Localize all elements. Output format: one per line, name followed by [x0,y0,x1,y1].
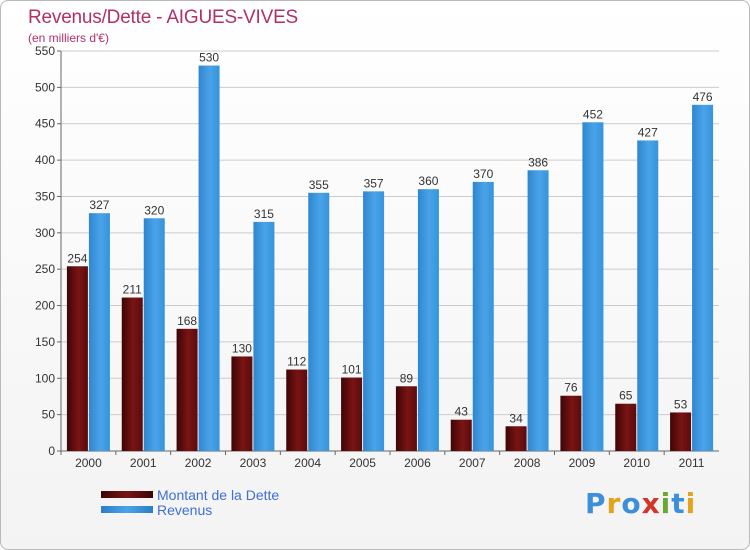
y-tick-label: 100 [35,371,55,385]
logo-letter: r [606,487,622,520]
legend-swatch-revenus [101,506,153,513]
legend-label-revenus: Revenus [157,501,213,518]
bar-revenus [88,213,110,451]
data-label-revenus: 452 [583,107,603,121]
x-tick-label: 2000 [75,456,102,470]
data-label-dette: 76 [564,381,578,395]
bar-revenus [527,170,549,452]
data-label-revenus: 315 [254,207,274,221]
y-tick-label: 400 [35,153,55,167]
x-tick-label: 2002 [185,456,212,470]
y-tick-label: 0 [48,444,55,458]
chart-subtitle: (en milliers d'€) [28,31,109,45]
bar-revenus [308,192,330,451]
bar-revenus [417,189,439,451]
legend-swatch-dette [101,491,153,498]
y-tick-label: 450 [35,117,55,131]
x-tick-label: 2008 [514,456,541,470]
data-label-dette: 89 [400,371,414,385]
data-label-dette: 43 [455,405,469,419]
bar-revenus [253,221,275,451]
bar-dette [341,377,363,451]
data-label-revenus: 476 [693,90,713,104]
x-tick-label: 2006 [404,456,431,470]
bar-dette [286,369,308,451]
data-label-dette: 130 [232,341,252,355]
legend-item-revenus: Revenus [101,501,279,518]
logo-letter: o [621,487,642,520]
x-tick-label: 2004 [294,456,321,470]
data-label-dette: 101 [342,363,362,377]
bar-revenus [363,191,385,451]
logo-letter: x [641,487,661,520]
data-label-dette: 112 [287,355,306,369]
data-label-revenus: 360 [418,174,438,188]
data-label-dette: 168 [177,314,197,328]
data-label-dette: 65 [619,389,633,403]
bar-dette [505,426,527,451]
logo-letter: t [671,487,686,520]
bar-dette [66,266,88,451]
bar-dette [560,395,582,451]
x-tick-label: 2007 [459,456,486,470]
bar-revenus [692,104,714,452]
data-label-revenus: 355 [309,178,329,192]
legend-label-dette: Montant de la Dette [157,486,280,503]
y-tick-label: 500 [35,80,55,94]
logo-letter: P [585,487,607,520]
bar-dette [670,412,692,451]
bar-revenus [472,181,494,451]
bar-dette [450,419,472,451]
bar-dette [615,403,637,451]
bar-revenus [637,140,659,452]
legend-item-dette: Montant de la Dette [101,486,280,503]
x-tick-label: 2003 [240,456,267,470]
data-label-revenus: 370 [473,167,493,181]
data-label-dette: 34 [509,411,523,425]
chart-title: Revenus/Dette - AIGUES-VIVES [28,7,299,28]
data-label-revenus: 530 [199,51,219,65]
y-tick-label: 150 [35,335,55,349]
logo-letter: i [660,487,672,520]
x-tick-label: 2010 [623,456,650,470]
y-tick-label: 300 [35,226,55,240]
bar-dette [121,297,143,451]
y-tick-label: 350 [35,189,55,203]
data-label-revenus: 320 [144,203,164,217]
bar-revenus [582,122,604,451]
y-tick-label: 250 [35,262,55,276]
bar-dette [231,356,253,451]
x-tick-label: 2011 [679,456,705,470]
bar-dette [395,386,417,451]
proxiti-logo: Proxiti [585,487,696,520]
data-label-revenus: 327 [89,198,109,212]
x-tick-label: 2005 [349,456,376,470]
y-tick-label: 200 [35,299,55,313]
x-tick-label: 2009 [569,456,596,470]
data-label-dette: 254 [67,251,87,265]
bar-revenus [198,65,220,451]
x-tick-label: 2001 [130,456,157,470]
legend: Montant de la Dette Revenus [101,486,280,518]
bar-revenus [143,218,165,451]
data-label-revenus: 386 [528,155,548,169]
bar-dette [176,328,198,451]
y-tick-label: 50 [42,408,56,422]
data-label-dette: 211 [123,283,142,297]
data-label-revenus: 357 [364,176,384,190]
logo-letter: i [685,487,697,520]
data-label-dette: 53 [674,397,688,411]
y-tick-label: 550 [35,44,55,58]
data-label-revenus: 427 [638,125,658,139]
